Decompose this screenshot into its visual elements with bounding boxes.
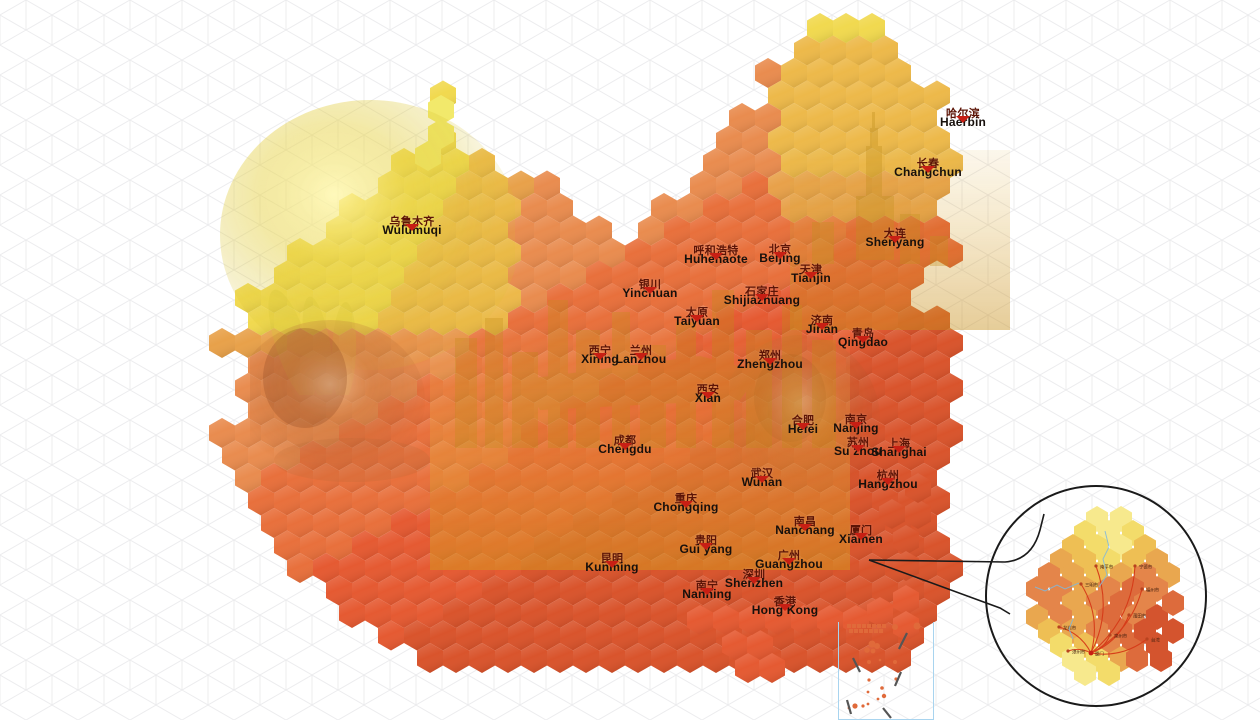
city-name-cn: 昆明 bbox=[600, 553, 624, 565]
city-label-su-zhou[interactable]: 苏州 Su zhou bbox=[834, 438, 882, 458]
city-label-jinan[interactable]: 济南Jinan bbox=[806, 316, 838, 336]
city-name-cn: 济南 bbox=[810, 315, 834, 327]
city-label-nanjing[interactable]: 南京Nanjing bbox=[833, 415, 878, 435]
city-label-xian[interactable]: 西安Xian bbox=[695, 385, 721, 405]
city-label-kunming[interactable]: 昆明Kunming bbox=[585, 554, 638, 574]
city-label-xining[interactable]: 西宁Xining bbox=[581, 346, 619, 366]
city-label-hangzhou[interactable]: 杭州Hangzhou bbox=[858, 471, 918, 491]
city-label-guangzhou[interactable]: 广州Guangzhou bbox=[755, 551, 823, 571]
south-sea-inset bbox=[838, 622, 934, 720]
city-name-cn: 厦门 bbox=[849, 525, 873, 537]
city-name-cn: 石家庄 bbox=[745, 286, 779, 298]
city-label-hong-kong[interactable]: 香港 Hong Kong bbox=[752, 597, 818, 617]
city-label-zhengzhou[interactable]: 郑州Zhengzhou bbox=[737, 351, 803, 371]
magnifier-ring bbox=[985, 485, 1207, 707]
city-label-shenyang[interactable]: 大连Shenyang bbox=[866, 229, 925, 249]
city-label-nanning[interactable]: 南宁Nanning bbox=[682, 581, 731, 601]
city-name-cn: 银川 bbox=[638, 279, 662, 291]
city-label-yinchuan[interactable]: 银川Yinchuan bbox=[622, 280, 677, 300]
city-label-huhehaote[interactable]: 呼和浩特Huhehaote bbox=[684, 246, 748, 266]
city-label-beijing[interactable]: 北京Beijing bbox=[759, 245, 800, 265]
city-label-wuhan[interactable]: 武汉Wuhan bbox=[742, 469, 783, 489]
city-name-cn: 青岛 bbox=[851, 328, 875, 340]
city-name-cn: 哈尔滨 bbox=[946, 108, 980, 120]
city-label-lanzhou[interactable]: 兰州Lanzhou bbox=[616, 346, 667, 366]
city-name-cn: 西宁 bbox=[588, 345, 612, 357]
city-label-gui-yang[interactable]: 贵阳 Gui yang bbox=[680, 536, 733, 556]
city-label-chongqing[interactable]: 重庆Chongqing bbox=[653, 494, 718, 514]
city-name-cn: 重庆 bbox=[674, 493, 698, 505]
city-name-cn: 南京 bbox=[844, 414, 868, 426]
city-name-cn: 郑州 bbox=[758, 350, 782, 362]
city-label-qingdao[interactable]: 青岛Qingdao bbox=[838, 329, 888, 349]
city-name-cn: 苏州 bbox=[846, 437, 870, 449]
city-label-taiyuan[interactable]: 太原Taiyuan bbox=[674, 308, 720, 328]
city-name-cn: 成都 bbox=[613, 435, 637, 447]
city-label-haerbin[interactable]: 哈尔滨Haerbin bbox=[940, 109, 986, 129]
city-name-cn: 北京 bbox=[768, 244, 792, 256]
city-label-nanchang[interactable]: 南昌Nanchang bbox=[775, 517, 835, 537]
city-name-cn: 南昌 bbox=[793, 516, 817, 528]
city-name-cn: 贵阳 bbox=[694, 535, 718, 547]
city-name-cn: 南宁 bbox=[695, 580, 719, 592]
city-name-cn: 长春 bbox=[916, 158, 940, 170]
city-name-cn: 杭州 bbox=[876, 470, 900, 482]
city-label-chengdu[interactable]: 成都Chengdu bbox=[598, 436, 651, 456]
city-label-xiamen[interactable]: 厦门Xiamen bbox=[839, 526, 883, 546]
city-label-shenzhen[interactable]: 深圳Shenzhen bbox=[725, 570, 783, 590]
city-name-cn: 合肥 bbox=[791, 415, 815, 427]
magnifier-inset[interactable]: 南平市 宁德市 三明市 福州市 莆田市 龙岩市 泉州市 漳州市 台湾 厦门 bbox=[985, 485, 1207, 707]
city-name-cn: 深圳 bbox=[742, 569, 766, 581]
city-name-cn: 香港 bbox=[773, 596, 797, 608]
city-label-shanghai[interactable]: 上海Shanghai bbox=[871, 439, 927, 459]
city-label-tianjin[interactable]: 天津Tianjin bbox=[791, 265, 831, 285]
city-name-cn: 西安 bbox=[696, 384, 720, 396]
city-name-cn: 大连 bbox=[883, 228, 907, 240]
city-label-changchun[interactable]: 长春Changchun bbox=[894, 159, 962, 179]
city-label-shijiazhuang[interactable]: 石家庄Shijiazhuang bbox=[724, 287, 800, 307]
city-label-hefei[interactable]: 合肥Hefei bbox=[788, 416, 818, 436]
city-name-cn: 天津 bbox=[799, 264, 823, 276]
city-name-cn: 乌鲁木齐 bbox=[389, 216, 435, 228]
city-name-cn: 广州 bbox=[777, 550, 801, 562]
city-name-cn: 呼和浩特 bbox=[693, 245, 739, 257]
city-name-cn: 兰州 bbox=[629, 345, 653, 357]
city-name-cn: 武汉 bbox=[750, 468, 774, 480]
city-name-cn: 上海 bbox=[887, 438, 911, 450]
city-name-cn: 太原 bbox=[685, 307, 709, 319]
city-label-wulumuqi[interactable]: 乌鲁木齐Wulumuqi bbox=[382, 217, 441, 237]
